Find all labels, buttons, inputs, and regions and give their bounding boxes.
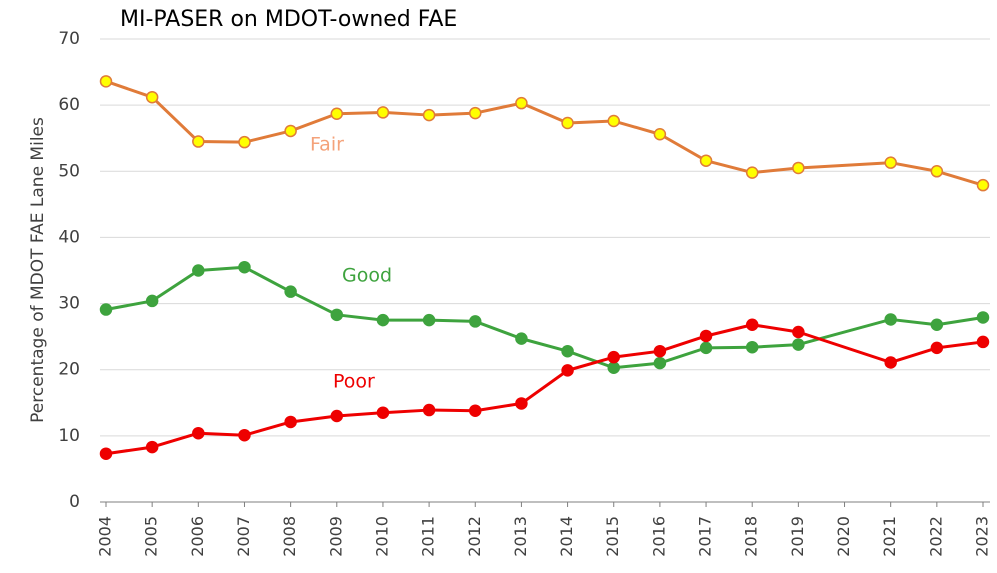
marker xyxy=(99,447,113,460)
chart-title: MI-PASER on MDOT-owned FAE xyxy=(120,7,457,32)
marker xyxy=(653,127,667,141)
x-tick-label: 2011 xyxy=(419,516,438,557)
marker xyxy=(653,344,667,358)
marker xyxy=(145,440,159,454)
y-tick-label: 20 xyxy=(58,360,80,380)
y-tick-label: 10 xyxy=(58,426,80,446)
marker xyxy=(745,340,759,354)
marker xyxy=(976,311,990,324)
marker xyxy=(515,96,528,110)
marker xyxy=(699,154,713,167)
marker xyxy=(792,161,805,175)
marker xyxy=(192,264,205,277)
marker xyxy=(515,397,528,410)
marker xyxy=(376,313,390,327)
marker xyxy=(422,313,436,327)
x-tick-label: 2014 xyxy=(557,516,576,557)
marker xyxy=(930,318,944,331)
marker xyxy=(376,106,390,119)
y-axis-label: Percentage of MDOT FAE Lane Miles xyxy=(28,117,48,423)
marker xyxy=(607,361,620,374)
marker xyxy=(561,344,574,358)
series-line xyxy=(105,79,984,187)
marker xyxy=(699,341,713,355)
marker xyxy=(469,315,482,328)
series-line xyxy=(105,265,984,370)
marker xyxy=(607,350,620,364)
y-tick-label: 40 xyxy=(58,227,80,247)
x-tick-label: 2021 xyxy=(880,516,899,557)
marker xyxy=(192,135,205,148)
marker xyxy=(284,285,297,298)
marker xyxy=(930,165,944,178)
marker xyxy=(238,428,251,442)
x-tick-label: 2009 xyxy=(326,516,345,557)
y-tick-label: 70 xyxy=(58,29,80,49)
marker xyxy=(330,308,344,322)
x-tick-label: 2020 xyxy=(834,516,853,557)
x-tick-label: 2008 xyxy=(280,516,299,557)
y-tick-label: 30 xyxy=(58,294,80,314)
marker xyxy=(330,107,344,120)
marker xyxy=(930,341,944,355)
marker xyxy=(422,108,436,122)
marker xyxy=(515,332,528,345)
x-tick-label: 2019 xyxy=(788,516,807,557)
series-label: Poor xyxy=(333,371,375,393)
y-tick-label: 60 xyxy=(58,95,80,115)
marker xyxy=(561,364,574,377)
y-tick-label: 50 xyxy=(58,161,80,181)
x-tick-label: 2023 xyxy=(973,516,992,557)
x-tick-label: 2016 xyxy=(649,516,668,557)
x-tick-label: 2010 xyxy=(372,516,391,557)
marker xyxy=(469,404,482,417)
marker xyxy=(145,90,159,104)
marker xyxy=(422,403,436,417)
marker xyxy=(99,303,113,316)
x-tick-label: 2012 xyxy=(465,516,484,557)
marker xyxy=(976,335,990,349)
marker xyxy=(607,114,620,128)
x-tick-label: 2018 xyxy=(742,516,761,557)
marker xyxy=(884,156,897,169)
x-tick-label: 2004 xyxy=(96,516,115,557)
series-label: Fair xyxy=(310,134,344,156)
marker xyxy=(330,409,344,423)
series-label: Good xyxy=(342,265,392,287)
x-tick-label: 2015 xyxy=(603,516,622,557)
marker xyxy=(238,135,251,149)
x-tick-label: 2022 xyxy=(926,516,945,557)
marker xyxy=(653,356,667,370)
marker xyxy=(745,318,759,331)
marker xyxy=(792,338,805,351)
marker xyxy=(238,260,251,274)
y-tick-label: 0 xyxy=(69,492,80,512)
marker xyxy=(145,294,159,308)
marker xyxy=(561,116,574,130)
x-tick-label: 2007 xyxy=(234,516,253,557)
marker xyxy=(884,356,897,369)
x-tick-label: 2013 xyxy=(511,516,530,557)
marker xyxy=(99,75,113,88)
x-tick-label: 2006 xyxy=(188,516,207,557)
marker xyxy=(976,178,990,192)
marker xyxy=(884,313,897,326)
marker xyxy=(699,329,713,343)
x-tick-label: 2005 xyxy=(142,516,161,557)
x-tick-label: 2017 xyxy=(696,516,715,557)
marker xyxy=(469,106,482,120)
marker xyxy=(192,426,205,440)
marker xyxy=(376,406,390,419)
marker xyxy=(745,166,759,179)
marker xyxy=(284,415,297,429)
marker xyxy=(792,325,805,339)
marker xyxy=(284,124,297,138)
